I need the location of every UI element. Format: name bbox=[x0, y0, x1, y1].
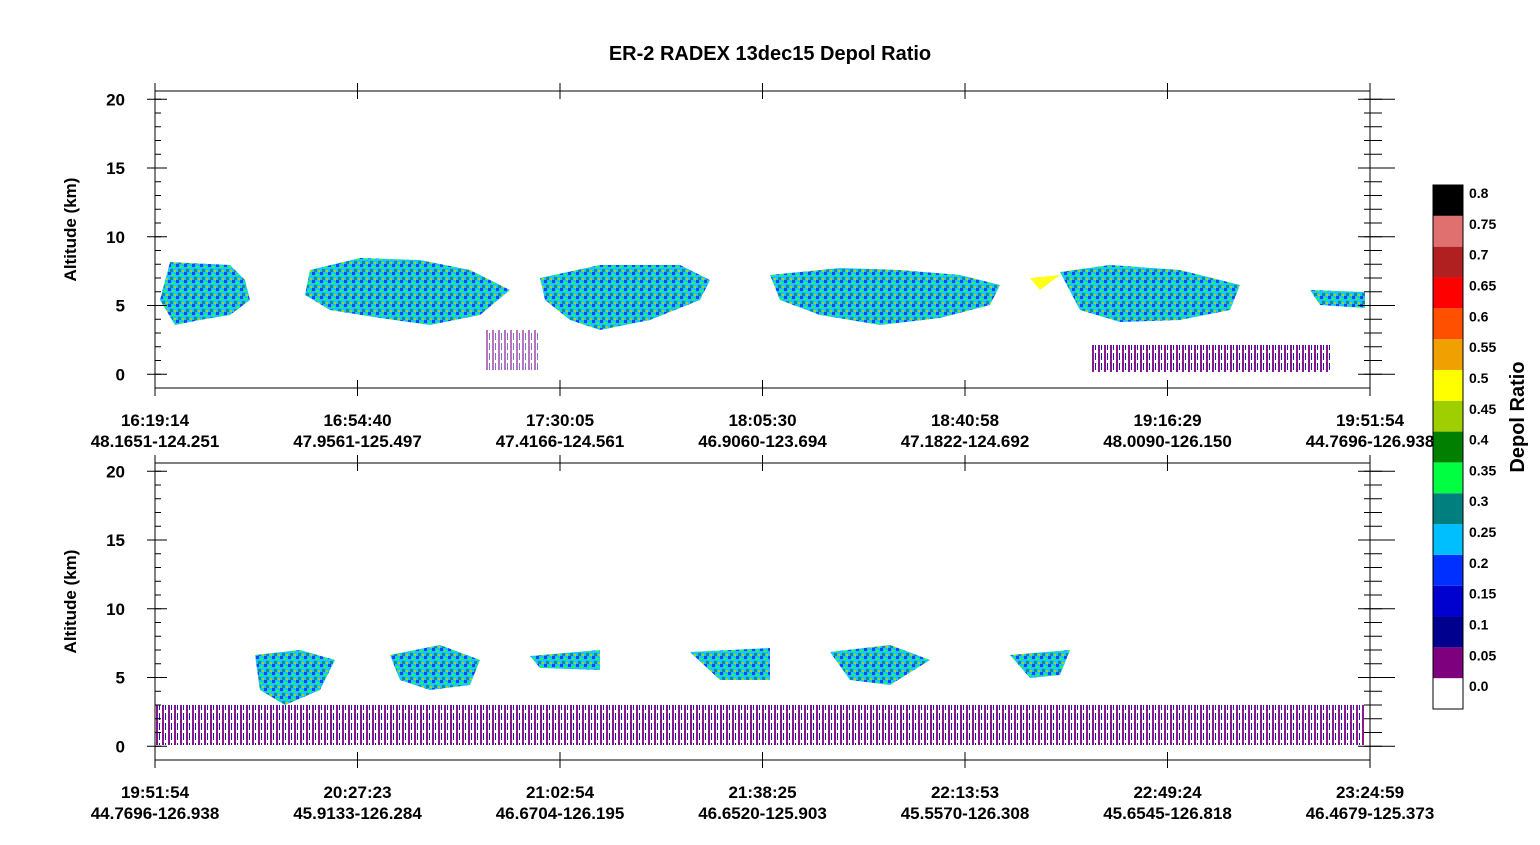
y-tick-label: 15 bbox=[106, 531, 125, 550]
colorbar-segment bbox=[1433, 616, 1463, 648]
x-tick-location: 47.1822-124.692 bbox=[901, 432, 1030, 451]
y-tick-label: 0 bbox=[116, 365, 125, 384]
x-tick-location: 46.6520-125.903 bbox=[698, 804, 827, 823]
y-tick-label: 0 bbox=[116, 737, 125, 756]
x-tick-time: 16:19:14 bbox=[121, 411, 190, 430]
colorbar-segment bbox=[1433, 246, 1463, 278]
colorbar-tick-label: 0.8 bbox=[1469, 185, 1489, 201]
curtain-image-top bbox=[160, 258, 1365, 372]
colorbar-tick-label: 0.75 bbox=[1469, 216, 1496, 232]
colorbar-segment bbox=[1433, 524, 1463, 555]
colorbar-title: Depol Ratio bbox=[1507, 361, 1529, 472]
x-tick-location: 46.6704-126.195 bbox=[496, 804, 625, 823]
x-tick-location: 44.7696-126.938 bbox=[1306, 432, 1435, 451]
colorbar-tick-label: 0.25 bbox=[1469, 524, 1496, 540]
x-tick-location: 45.5570-126.308 bbox=[901, 804, 1030, 823]
chart-title: ER-2 RADEX 13dec15 Depol Ratio bbox=[609, 43, 931, 65]
colorbar-segment bbox=[1433, 462, 1463, 494]
y-tick-label: 10 bbox=[106, 600, 125, 619]
curtain-image-bottom bbox=[155, 645, 1365, 745]
x-tick-time: 17:30:05 bbox=[526, 411, 594, 430]
x-tick-location: 47.9561-125.497 bbox=[293, 432, 422, 451]
colorbar-segment bbox=[1433, 585, 1463, 617]
x-tick-time: 21:38:25 bbox=[728, 783, 796, 802]
x-tick-location: 48.1651-124.251 bbox=[91, 432, 220, 451]
y-axis-title: Altitude (km) bbox=[61, 550, 80, 654]
colorbar-segment bbox=[1433, 308, 1463, 340]
y-tick-label: 20 bbox=[106, 462, 125, 481]
y-tick-label: 5 bbox=[116, 669, 125, 688]
colorbar-segment bbox=[1433, 215, 1463, 247]
colorbar-segment bbox=[1433, 339, 1463, 370]
colorbar-segment bbox=[1433, 185, 1463, 216]
y-tick-label: 15 bbox=[106, 159, 125, 178]
x-tick-location: 45.9133-126.284 bbox=[293, 804, 422, 823]
x-tick-location: 46.9060-123.694 bbox=[698, 432, 827, 451]
colorbar-segment bbox=[1433, 400, 1463, 432]
colorbar-tick-label: 0.45 bbox=[1469, 401, 1496, 417]
colorbar-segment bbox=[1433, 647, 1463, 679]
x-tick-location: 48.0090-126.150 bbox=[1103, 432, 1232, 451]
colorbar-tick-label: 0.65 bbox=[1469, 277, 1496, 293]
colorbar-tick-label: 0.35 bbox=[1469, 462, 1496, 478]
colorbar-tick-label: 0.0 bbox=[1469, 678, 1489, 694]
plot-frame bbox=[154, 90, 1371, 389]
colorbar-segment bbox=[1433, 277, 1463, 309]
x-tick-location: 46.4679-125.373 bbox=[1306, 804, 1435, 823]
colorbar-segment bbox=[1433, 493, 1463, 525]
x-tick-location: 45.6545-126.818 bbox=[1103, 804, 1232, 823]
x-tick-time: 20:27:23 bbox=[323, 783, 391, 802]
colorbar-tick-label: 0.3 bbox=[1469, 493, 1489, 509]
colorbar-tick-label: 0.15 bbox=[1469, 586, 1496, 602]
colorbar-segment bbox=[1433, 431, 1463, 463]
colorbar-tick-label: 0.5 bbox=[1469, 370, 1489, 386]
x-tick-time: 19:51:54 bbox=[121, 783, 190, 802]
x-tick-time: 21:02:54 bbox=[526, 783, 595, 802]
x-tick-time: 19:16:29 bbox=[1133, 411, 1201, 430]
colorbar-tick-label: 0.7 bbox=[1469, 247, 1489, 263]
colorbar-tick-label: 0.55 bbox=[1469, 339, 1496, 355]
colorbar-tick-label: 0.1 bbox=[1469, 617, 1489, 633]
colorbar-segment bbox=[1433, 554, 1463, 586]
x-tick-time: 19:51:54 bbox=[1336, 411, 1405, 430]
x-tick-time: 16:54:40 bbox=[323, 411, 391, 430]
x-tick-time: 22:13:53 bbox=[931, 783, 999, 802]
y-tick-label: 10 bbox=[106, 228, 125, 247]
y-tick-label: 20 bbox=[106, 90, 125, 109]
colorbar-segment bbox=[1433, 678, 1463, 709]
x-tick-location: 47.4166-124.561 bbox=[496, 432, 625, 451]
y-tick-label: 5 bbox=[116, 297, 125, 316]
x-tick-location: 44.7696-126.938 bbox=[91, 804, 220, 823]
colorbar-frame bbox=[1432, 184, 1464, 710]
colorbar-tick-label: 0.2 bbox=[1469, 555, 1489, 571]
x-tick-time: 18:05:30 bbox=[728, 411, 796, 430]
colorbar-segment bbox=[1433, 369, 1463, 401]
x-tick-time: 22:49:24 bbox=[1133, 783, 1202, 802]
colorbar-tick-label: 0.6 bbox=[1469, 308, 1489, 324]
colorbar-tick-label: 0.05 bbox=[1469, 647, 1496, 663]
y-axis-title: Altitude (km) bbox=[61, 178, 80, 282]
colorbar-tick-label: 0.4 bbox=[1469, 432, 1489, 448]
x-tick-time: 23:24:59 bbox=[1336, 783, 1404, 802]
x-tick-time: 18:40:58 bbox=[931, 411, 999, 430]
